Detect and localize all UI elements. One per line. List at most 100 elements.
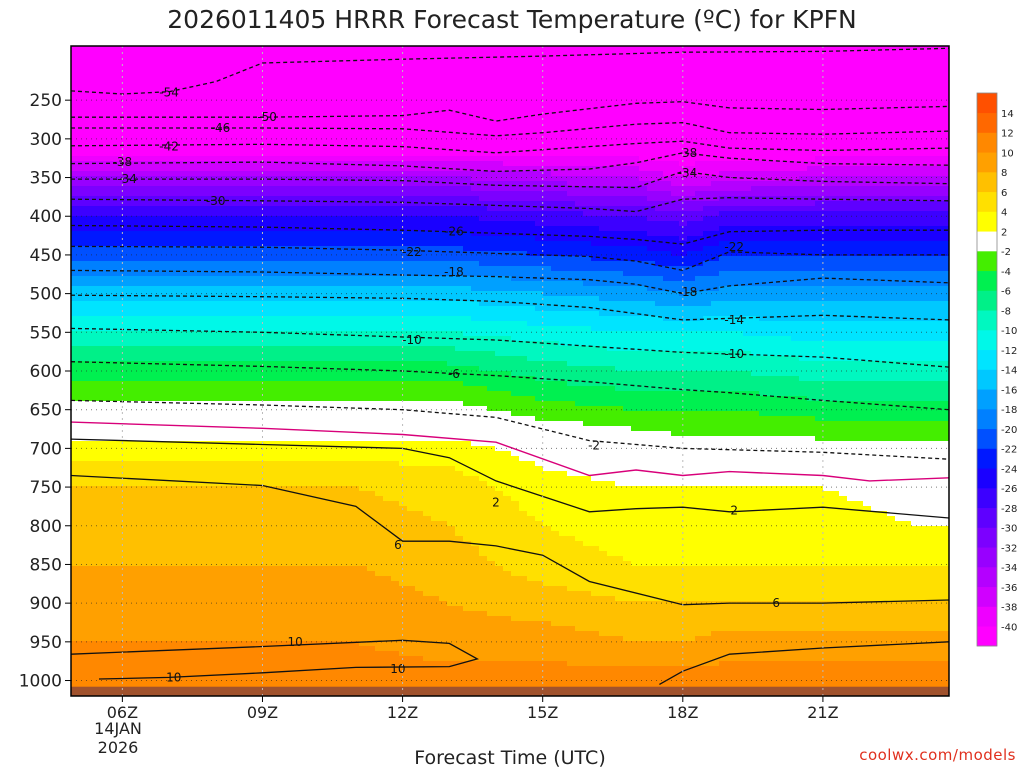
heat-cell: [375, 196, 384, 202]
heat-cell: [351, 86, 360, 92]
heat-cell: [751, 236, 760, 242]
heat-cell: [183, 196, 192, 202]
heat-cell: [767, 166, 776, 172]
heat-cell: [487, 111, 496, 117]
heat-cell: [127, 261, 136, 267]
heat-cell: [399, 191, 408, 197]
heat-cell: [639, 116, 648, 122]
heat-cell: [815, 146, 824, 152]
heat-cell: [903, 176, 912, 182]
heat-cell: [135, 221, 144, 227]
heat-cell: [111, 186, 120, 192]
heat-cell: [495, 141, 504, 147]
heat-cell: [599, 66, 608, 72]
heat-cell: [711, 166, 720, 172]
heat-cell: [903, 266, 912, 272]
heat-cell: [415, 121, 424, 127]
heat-cell: [175, 231, 184, 237]
heat-cell: [711, 56, 720, 62]
heat-cell: [711, 251, 720, 257]
heat-cell: [231, 71, 240, 77]
heat-cell: [879, 231, 888, 237]
heat-cell: [423, 246, 432, 252]
heat-cell: [495, 176, 504, 182]
heat-cell: [687, 231, 696, 237]
heat-cell: [399, 101, 408, 107]
heat-cell: [527, 231, 536, 237]
heat-cell: [439, 236, 448, 242]
heat-cell: [359, 81, 368, 87]
heat-cell: [183, 121, 192, 127]
heat-cell: [279, 231, 288, 237]
heat-cell: [143, 246, 152, 252]
heat-cell: [183, 126, 192, 132]
heat-cell: [839, 51, 848, 57]
heat-cell: [791, 116, 800, 122]
heat-cell: [623, 211, 632, 217]
heat-cell: [919, 156, 928, 162]
heat-cell: [255, 221, 264, 227]
heat-cell: [279, 156, 288, 162]
heat-cell: [479, 136, 488, 142]
heat-cell: [807, 151, 816, 157]
heat-cell: [559, 56, 568, 62]
heat-cell: [543, 61, 552, 67]
heat-cell: [719, 86, 728, 92]
heat-cell: [759, 56, 768, 62]
heat-cell: [503, 96, 512, 102]
heat-cell: [479, 241, 488, 247]
heat-cell: [815, 116, 824, 122]
heat-cell: [423, 156, 432, 162]
heat-cell: [719, 56, 728, 62]
heat-cell: [255, 66, 264, 72]
heat-cell: [455, 186, 464, 192]
heat-cell: [207, 216, 216, 222]
heat-cell: [895, 126, 904, 132]
heat-cell: [903, 51, 912, 57]
heat-cell: [847, 96, 856, 102]
heat-cell: [575, 171, 584, 177]
heat-cell: [599, 116, 608, 122]
heat-cell: [303, 256, 312, 262]
heat-cell: [383, 206, 392, 212]
heat-cell: [271, 131, 280, 137]
heat-cell: [599, 51, 608, 57]
heat-cell: [159, 246, 168, 252]
heat-cell: [135, 81, 144, 87]
heat-cell: [431, 256, 440, 262]
heat-cell: [479, 111, 488, 117]
heat-cell: [687, 156, 696, 162]
heat-cell: [735, 91, 744, 97]
heat-cell: [511, 141, 520, 147]
heat-cell: [439, 156, 448, 162]
heat-cell: [295, 176, 304, 182]
heat-cell: [311, 271, 320, 277]
heat-cell: [687, 256, 696, 262]
heat-cell: [487, 71, 496, 77]
heat-cell: [847, 61, 856, 67]
heat-cell: [815, 71, 824, 77]
heat-cell: [359, 61, 368, 67]
heat-cell: [255, 76, 264, 82]
heat-cell: [207, 166, 216, 172]
heat-cell: [423, 86, 432, 92]
heat-cell: [551, 206, 560, 212]
heat-cell: [295, 81, 304, 87]
heat-cell: [287, 211, 296, 217]
heat-cell: [527, 76, 536, 82]
heat-cell: [503, 61, 512, 67]
heat-cell: [583, 151, 592, 157]
heat-cell: [911, 216, 920, 222]
heat-cell: [839, 66, 848, 72]
heat-cell: [887, 211, 896, 217]
heat-cell: [319, 221, 328, 227]
heat-cell: [823, 171, 832, 177]
heat-cell: [551, 106, 560, 112]
heat-cell: [287, 81, 296, 87]
heat-cell: [423, 46, 432, 52]
heat-cell: [311, 96, 320, 102]
heat-cell: [487, 256, 496, 262]
heat-cell: [855, 251, 864, 257]
heat-cell: [583, 111, 592, 117]
heat-cell: [479, 201, 488, 207]
